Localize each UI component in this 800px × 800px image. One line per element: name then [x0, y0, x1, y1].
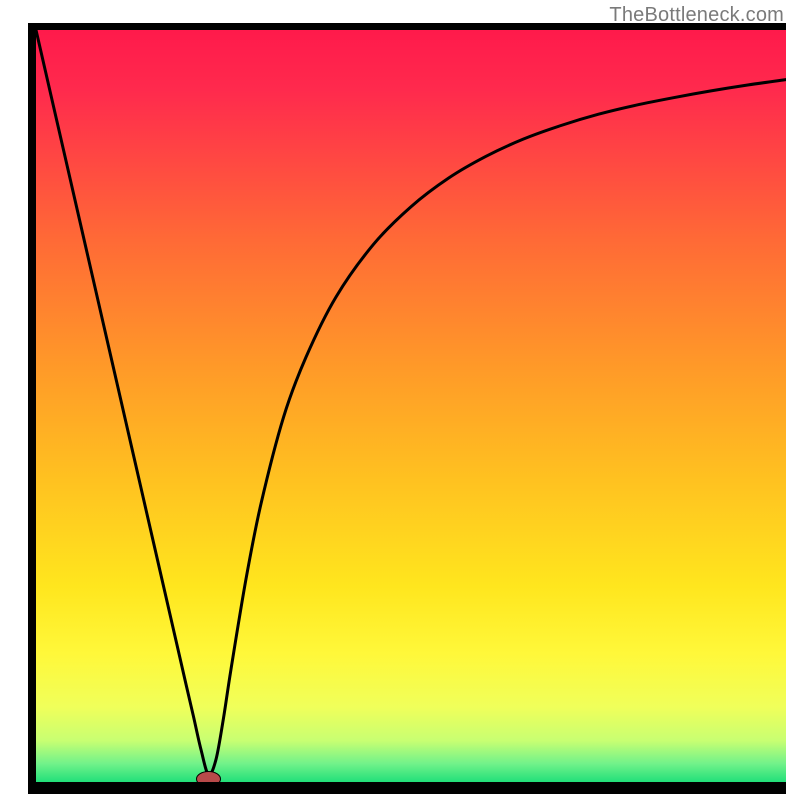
frame-top [28, 23, 786, 30]
chart-background [36, 30, 786, 782]
frame-left [28, 23, 36, 794]
frame-bottom [28, 782, 786, 794]
chart-container: TheBottleneck.com [0, 0, 800, 800]
bottleneck-chart [0, 0, 800, 800]
